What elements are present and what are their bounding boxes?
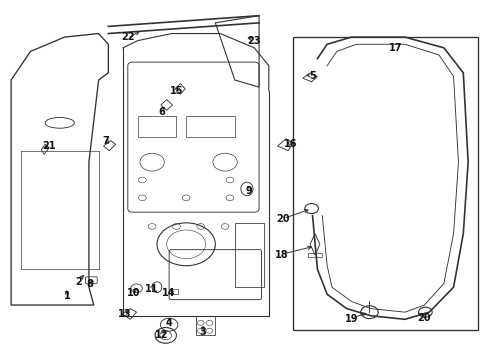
Text: 17: 17 [387,43,401,53]
Text: 8: 8 [86,279,93,289]
Bar [196,316,215,336]
Bar [307,253,322,257]
Bar [137,116,176,137]
Text: 20: 20 [417,312,430,323]
Text: 22: 22 [121,32,134,42]
Text: 12: 12 [155,330,168,341]
Text: 18: 18 [274,250,287,260]
Text: 5: 5 [308,71,315,81]
Bar [170,289,178,294]
Text: 13: 13 [118,309,131,319]
Text: 10: 10 [126,288,140,297]
Bar [234,223,264,287]
Text: 14: 14 [162,288,176,297]
Text: 23: 23 [247,36,261,46]
Text: 11: 11 [145,284,159,294]
Text: 19: 19 [344,314,358,324]
Bar [186,116,234,137]
Text: 4: 4 [165,318,172,328]
Text: 6: 6 [158,107,165,117]
Text: 16: 16 [284,139,297,149]
Text: 3: 3 [200,327,206,337]
Text: 20: 20 [276,214,289,224]
Text: 1: 1 [63,291,70,301]
Text: 7: 7 [102,136,109,146]
Text: 21: 21 [41,141,55,151]
Text: 15: 15 [169,86,183,96]
Text: 9: 9 [245,186,252,196]
Bar [292,37,477,330]
Text: 2: 2 [75,277,81,287]
